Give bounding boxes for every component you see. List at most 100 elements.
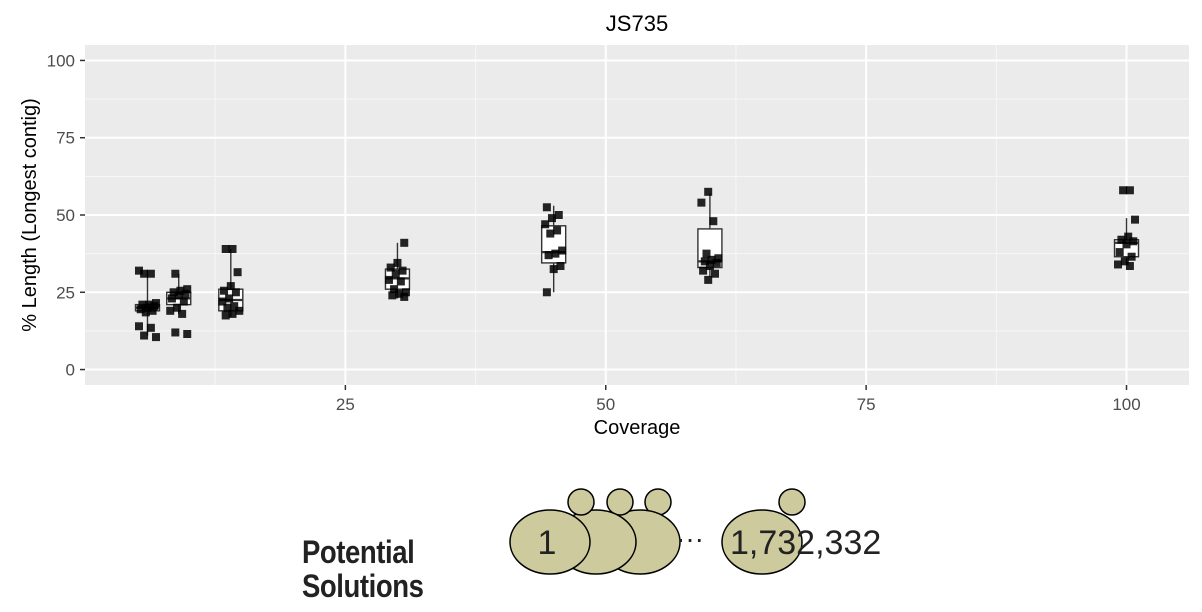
data-point — [235, 306, 244, 315]
data-point — [231, 288, 240, 297]
data-point — [150, 302, 159, 311]
data-point — [220, 286, 229, 295]
data-point — [178, 309, 187, 318]
data-point — [171, 269, 180, 278]
data-point — [395, 289, 404, 298]
data-point — [1117, 235, 1126, 244]
data-point — [143, 303, 152, 312]
x-tick-label: 50 — [596, 395, 615, 414]
data-point — [138, 300, 147, 309]
y-axis-title: % Length (Longest contig) — [19, 98, 41, 332]
x-tick-label: 75 — [857, 395, 876, 414]
potential-solutions-label: Potential Solutions — [302, 534, 424, 604]
data-point — [174, 291, 183, 300]
y-tick-label: 100 — [47, 51, 75, 70]
data-point — [558, 246, 567, 255]
x-tick-label: 100 — [1112, 395, 1140, 414]
data-point — [393, 258, 402, 267]
x-axis: 25 50 75 100 — [336, 385, 1141, 414]
y-tick-label: 0 — [66, 361, 75, 380]
ellipsis: ··· — [676, 523, 704, 554]
data-point — [1124, 232, 1133, 241]
data-point — [140, 269, 149, 278]
chart-title: JS735 — [606, 11, 668, 36]
data-point — [146, 323, 155, 332]
data-point — [707, 255, 716, 264]
data-point — [702, 249, 711, 258]
data-point — [134, 322, 143, 331]
data-point — [551, 249, 560, 258]
data-point — [221, 311, 230, 320]
data-point — [136, 305, 145, 314]
data-point — [384, 275, 393, 284]
data-point — [228, 309, 237, 318]
data-point — [1125, 186, 1134, 195]
data-point — [1115, 248, 1124, 257]
data-point — [554, 211, 563, 219]
data-point — [546, 229, 555, 238]
data-point — [697, 198, 706, 207]
data-point — [556, 262, 565, 270]
data-point — [221, 245, 230, 253]
data-point — [1129, 237, 1138, 246]
data-point — [709, 217, 718, 226]
potential-solutions-panel: Potential Solutions 1 ··· 1,732,332 — [0, 440, 1202, 612]
label-line-2: Solutions — [302, 568, 424, 604]
data-point — [166, 306, 175, 315]
data-point — [398, 266, 407, 275]
data-point — [183, 285, 192, 294]
data-point — [704, 187, 713, 196]
data-point — [386, 263, 395, 272]
data-point — [1114, 260, 1123, 269]
data-point — [699, 266, 708, 275]
yeast-cell-1 — [509, 488, 595, 575]
yeast-cell-last — [721, 488, 806, 575]
data-point — [712, 258, 721, 267]
data-point — [148, 306, 157, 315]
data-point — [183, 330, 192, 338]
data-point — [541, 220, 550, 229]
x-axis-title: Coverage — [594, 417, 681, 439]
data-point — [140, 331, 149, 340]
grid-lines — [85, 45, 1189, 385]
data-point — [233, 268, 242, 277]
data-point — [230, 302, 239, 311]
data-point — [390, 285, 399, 294]
data-point — [141, 308, 150, 317]
data-point — [173, 303, 182, 312]
data-point — [1119, 186, 1128, 195]
data-point — [179, 297, 188, 306]
data-point — [542, 203, 551, 212]
label-line-1: Potential — [302, 534, 415, 570]
data-point — [704, 275, 713, 284]
data-point — [223, 303, 232, 312]
first-solution-number: 1 — [538, 524, 557, 562]
data-point — [1120, 257, 1129, 266]
data-point — [1127, 252, 1136, 261]
data-point — [388, 291, 397, 300]
data-point — [169, 288, 178, 297]
data-point — [700, 257, 709, 266]
data-point — [146, 269, 155, 278]
y-tick-label: 50 — [56, 206, 75, 225]
data-point — [176, 286, 185, 295]
data-point — [542, 288, 551, 297]
data-point — [151, 333, 160, 342]
data-point — [1125, 262, 1134, 270]
data-point — [167, 294, 176, 303]
x-tick-label: 25 — [336, 395, 355, 414]
data-point — [226, 282, 235, 291]
data-point — [1131, 215, 1140, 224]
last-solution-number: 1,732,332 — [730, 524, 881, 562]
y-tick-label: 25 — [56, 283, 75, 302]
data-point — [218, 297, 227, 306]
data-point — [391, 269, 400, 278]
data-point — [400, 292, 409, 301]
data-point — [553, 226, 562, 235]
data-point — [1122, 240, 1131, 249]
data-point — [705, 262, 714, 270]
y-tick-label: 75 — [56, 129, 75, 148]
data-point — [547, 214, 556, 223]
data-point — [171, 328, 180, 337]
yeast-cells-illustration: 1 ··· 1,732,332 — [509, 488, 881, 575]
